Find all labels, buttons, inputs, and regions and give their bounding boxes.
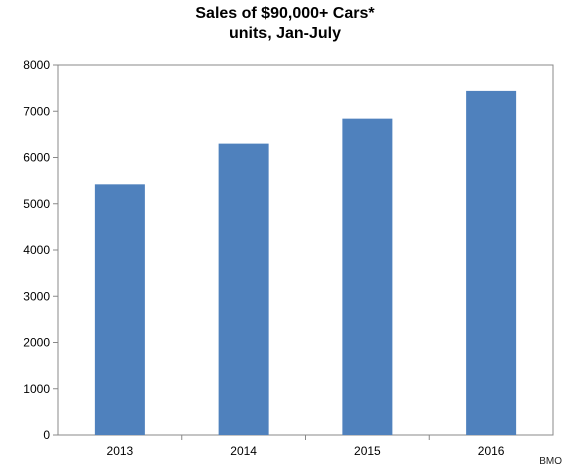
bar-series (94, 90, 517, 436)
x-tick-label: 2016 (478, 444, 505, 458)
x-tick-label: 2014 (230, 444, 257, 458)
chart-title-block: Sales of $90,000+ Cars* units, Jan-July (0, 4, 570, 44)
chart-title: Sales of $90,000+ Cars* (195, 5, 375, 22)
y-tick-label: 6000 (23, 151, 50, 165)
bar-2014 (218, 143, 269, 435)
bar-2015 (342, 118, 393, 436)
y-tick-label: 3000 (23, 289, 50, 303)
y-axis: 0 1000 2000 3000 4000 5000 6000 7000 8000 (23, 58, 58, 442)
chart-subtitle: units, Jan-July (228, 25, 342, 42)
y-tick-label: 7000 (23, 104, 50, 118)
source-label: BMO (539, 456, 562, 467)
x-axis: 2013 2014 2015 2016 (107, 435, 505, 458)
y-tick-label: 0 (43, 428, 50, 442)
y-tick-label: 2000 (23, 336, 50, 350)
x-tick-label: 2015 (354, 444, 381, 458)
x-tick-label: 2013 (107, 444, 134, 458)
y-tick-label: 8000 (23, 58, 50, 72)
bar-2013 (94, 184, 145, 435)
y-tick-label: 5000 (23, 197, 50, 211)
y-tick-label: 4000 (23, 243, 50, 257)
y-tick-label: 1000 (23, 382, 50, 396)
bar-2016 (466, 90, 517, 436)
